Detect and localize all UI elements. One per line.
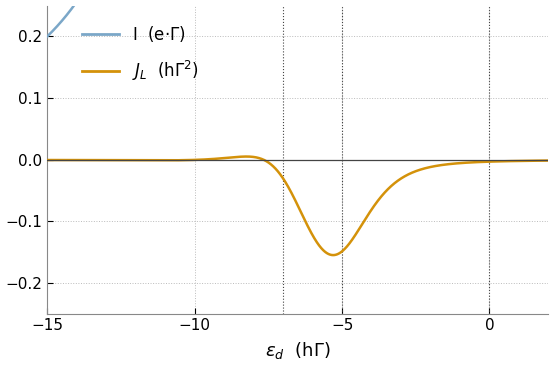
X-axis label: $\varepsilon_d$  (h$\Gamma$): $\varepsilon_d$ (h$\Gamma$): [265, 341, 331, 361]
Legend: I  (e·$\Gamma$), $J_L$  (h$\Gamma^2$): I (e·$\Gamma$), $J_L$ (h$\Gamma^2$): [76, 17, 206, 90]
